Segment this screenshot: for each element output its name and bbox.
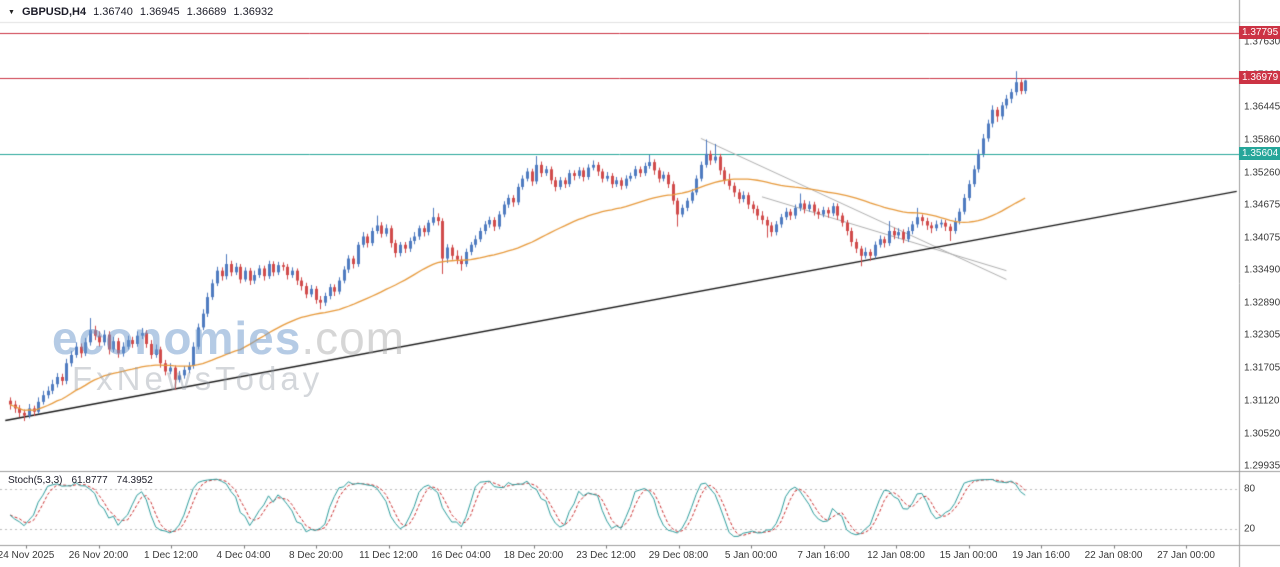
ohlc-low-value: 1.36689	[186, 6, 227, 18]
symbol-dropdown-icon[interactable]: ▼	[8, 8, 15, 16]
indicator-k-value: 61.8777	[71, 475, 108, 486]
indicator-name: Stoch(5,3,3)	[8, 475, 63, 486]
indicator-d-value: 74.3952	[116, 475, 153, 486]
indicator-header: Stoch(5,3,3) 61.8777 74.3952	[8, 475, 153, 486]
ohlc-open-value: 1.36740	[93, 6, 133, 18]
ohlc-high-value: 1.36945	[139, 6, 180, 18]
chart-header: ▼ GBPUSD,H4 1.36740 1.36945 1.36689 1.36…	[8, 6, 273, 18]
symbol-timeframe-label: GBPUSD,H4	[21, 6, 87, 18]
ohlc-close-value: 1.36932	[233, 6, 274, 18]
